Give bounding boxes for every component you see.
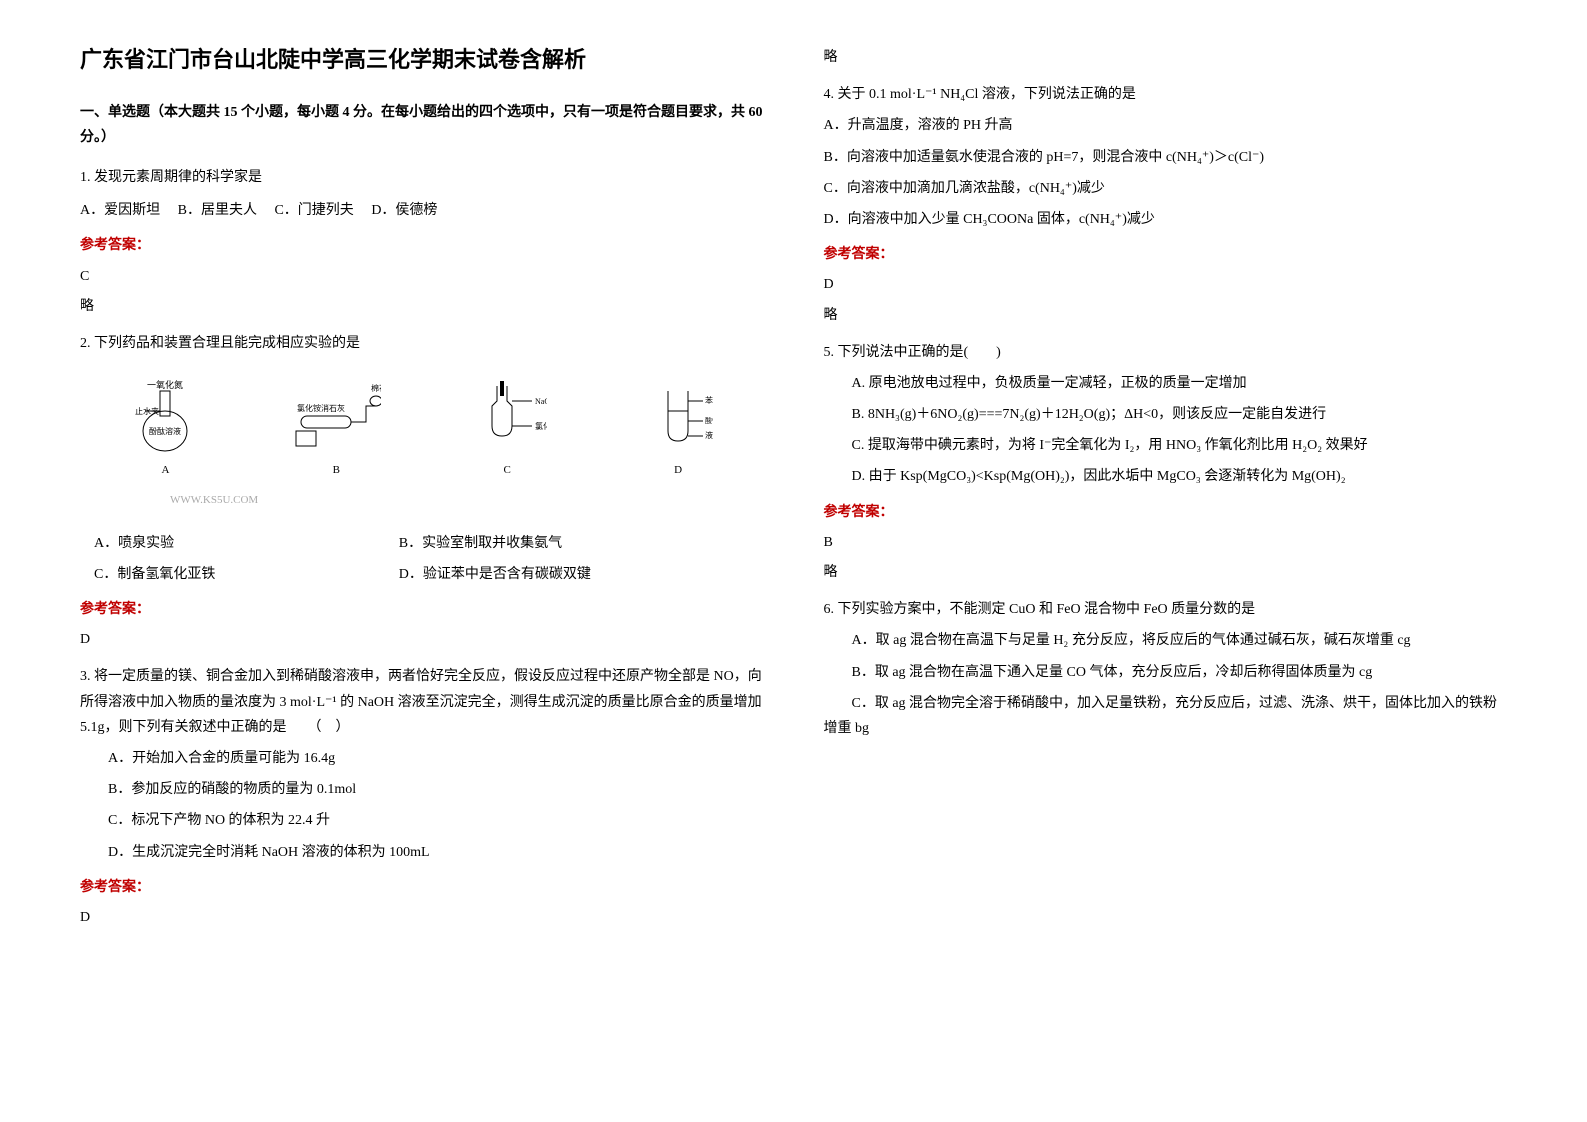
q2-options: A．喷泉实验 B．实验室制取并收集氨气 C．制备氢氧化亚铁 D．验证苯中是否含有… — [94, 531, 764, 587]
diagram-label-C: C — [432, 461, 583, 481]
question-3: 3. 将一定质量的镁、铜合金加入到稀硝酸溶液申，两者恰好完全反应，假设反应过程中… — [80, 664, 764, 930]
q5-optC: C. 提取海带中碘元素时，为将 I⁻完全氧化为 I₂，用 HNO₃ 作氧化剂比用… — [824, 433, 1508, 458]
q1-optD: D．侯德榜 — [371, 203, 437, 218]
q4-optA: A．升高温度，溶液的 PH 升高 — [824, 113, 1508, 138]
flask-icon: 一氧化氮 止水夹 酚酞溶液 — [130, 376, 200, 456]
testtube-icon: 苯 酸性高锰酸钾溶液 液水 — [643, 376, 713, 456]
svg-text:氯化亚铁溶液: 氯化亚铁溶液 — [535, 421, 547, 431]
q1-note: 略 — [80, 294, 764, 319]
q6-stem: 6. 下列实验方案中，不能测定 CuO 和 FeO 混合物中 FeO 质量分数的… — [824, 597, 1508, 622]
right-column: 略 4. 关于 0.1 mol·L⁻¹ NH₄Cl 溶液，下列说法正确的是 A．… — [824, 40, 1508, 942]
tube-icon: 氯化铵消石灰 棉花 — [291, 376, 381, 456]
question-6: 6. 下列实验方案中，不能测定 CuO 和 FeO 混合物中 FeO 质量分数的… — [824, 597, 1508, 741]
diagram-A: 一氧化氮 止水夹 酚酞溶液 A — [90, 376, 241, 481]
dropper-icon: NaOH溶液 氯化亚铁溶液 — [467, 376, 547, 456]
q1-answer-label: 参考答案： — [80, 233, 764, 258]
q6-optC: C．取 ag 混合物完全溶于稀硝酸中，加入足量铁粉，充分反应后，过滤、洗涤、烘干… — [824, 691, 1508, 741]
q6-optB: B．取 ag 混合物在高温下通入足量 CO 气体，充分反应后，冷却后称得固体质量… — [824, 660, 1508, 685]
question-5: 5. 下列说法中正确的是( ) A. 原电池放电过程中，负极质量一定减轻，正极的… — [824, 340, 1508, 586]
q4-optC: C．向溶液中加滴加几滴浓盐酸，c(NH₄⁺)减少 — [824, 176, 1508, 201]
q6-optA: A．取 ag 混合物在高温下与足量 H₂ 充分反应，将反应后的气体通过碱石灰，碱… — [824, 628, 1508, 653]
page-title: 广东省江门市台山北陡中学高三化学期末试卷含解析 — [80, 40, 764, 80]
svg-text:一氧化氮: 一氧化氮 — [147, 379, 183, 390]
q5-optA: A. 原电池放电过程中，负极质量一定减轻，正极的质量一定增加 — [824, 371, 1508, 396]
q5-optD: D. 由于 Ksp(MgCO₃)<Ksp(Mg(OH)₂)，因此水垢中 MgCO… — [824, 464, 1508, 489]
diagram-C: NaOH溶液 氯化亚铁溶液 C — [432, 376, 583, 481]
section-header: 一、单选题（本大题共 15 个小题，每小题 4 分。在每小题给出的四个选项中，只… — [80, 100, 764, 150]
q2-answer: D — [80, 627, 764, 652]
q2-optC: C．制备氢氧化亚铁 — [94, 562, 395, 587]
q3-answer: D — [80, 905, 764, 930]
diagram-label-D: D — [603, 461, 754, 481]
q2-optD: D．验证苯中是否含有碳碳双键 — [399, 567, 591, 582]
q4-note: 略 — [824, 303, 1508, 328]
svg-text:氯化铵消石灰: 氯化铵消石灰 — [297, 403, 345, 413]
svg-text:止水夹: 止水夹 — [135, 406, 159, 416]
q1-optC: C．门捷列夫 — [274, 203, 353, 218]
q1-options: A．爱因斯坦 B．居里夫人 C．门捷列夫 D．侯德榜 — [80, 198, 764, 223]
q5-answer: B — [824, 530, 1508, 555]
q3-answer-label: 参考答案： — [80, 875, 764, 900]
svg-text:酸性高锰酸钾溶液: 酸性高锰酸钾溶液 — [705, 416, 713, 425]
q4-stem: 4. 关于 0.1 mol·L⁻¹ NH₄Cl 溶液，下列说法正确的是 — [824, 82, 1508, 107]
q4-optD: D．向溶液中加入少量 CH₃COONa 固体，c(NH₄⁺)减少 — [824, 207, 1508, 232]
question-1: 1. 发现元素周期律的科学家是 A．爱因斯坦 B．居里夫人 C．门捷列夫 D．侯… — [80, 165, 764, 319]
q4-optB: B．向溶液中加适量氨水使混合液的 pH=7，则混合液中 c(NH₄⁺)＞c(Cl… — [824, 145, 1508, 170]
q1-optB: B．居里夫人 — [178, 203, 257, 218]
q3-optD: D．生成沉淀完全时消耗 NaOH 溶液的体积为 100mL — [80, 840, 764, 865]
q5-answer-label: 参考答案： — [824, 500, 1508, 525]
q3-optA: A．开始加入合金的质量可能为 16.4g — [80, 746, 764, 771]
q3-optC: C．标况下产物 NO 的体积为 22.4 升 — [80, 808, 764, 833]
diagram-label-B: B — [261, 461, 412, 481]
q1-answer: C — [80, 264, 764, 289]
svg-text:棉花: 棉花 — [371, 383, 381, 393]
svg-text:酚酞溶液: 酚酞溶液 — [149, 426, 181, 436]
watermark: WWW.KS5U.COM — [170, 491, 754, 511]
left-column: 广东省江门市台山北陡中学高三化学期末试卷含解析 一、单选题（本大题共 15 个小… — [80, 40, 764, 942]
q5-optB: B. 8NH₃(g)＋6NO₂(g)===7N₂(g)＋12H₂O(g)；ΔH<… — [824, 402, 1508, 427]
question-4: 4. 关于 0.1 mol·L⁻¹ NH₄Cl 溶液，下列说法正确的是 A．升高… — [824, 82, 1508, 328]
diagram-D: 苯 酸性高锰酸钾溶液 液水 D — [603, 376, 754, 481]
q4-answer-label: 参考答案： — [824, 242, 1508, 267]
q2-optB: B．实验室制取并收集氨气 — [399, 536, 562, 551]
q3-note: 略 — [824, 45, 1508, 70]
q2-optA: A．喷泉实验 — [94, 531, 395, 556]
q4-answer: D — [824, 272, 1508, 297]
q1-optA: A．爱因斯坦 — [80, 203, 160, 218]
q2-stem: 2. 下列药品和装置合理且能完成相应实验的是 — [80, 331, 764, 356]
svg-text:液水: 液水 — [705, 430, 713, 440]
q3-optB: B．参加反应的硝酸的物质的量为 0.1mol — [80, 777, 764, 802]
q5-stem: 5. 下列说法中正确的是( ) — [824, 340, 1508, 365]
svg-text:苯: 苯 — [705, 395, 713, 405]
diagram-label-A: A — [90, 461, 241, 481]
question-2: 2. 下列药品和装置合理且能完成相应实验的是 一氧化氮 止水夹 酚酞溶液 A — [80, 331, 764, 653]
q5-note: 略 — [824, 560, 1508, 585]
q1-stem: 1. 发现元素周期律的科学家是 — [80, 165, 764, 190]
diagram-B: 氯化铵消石灰 棉花 B — [261, 376, 412, 481]
q3-stem: 3. 将一定质量的镁、铜合金加入到稀硝酸溶液申，两者恰好完全反应，假设反应过程中… — [80, 664, 764, 740]
q2-diagram: 一氧化氮 止水夹 酚酞溶液 A 氯化铵消石灰 棉花 B — [80, 366, 764, 521]
q2-answer-label: 参考答案： — [80, 597, 764, 622]
svg-text:NaOH溶液: NaOH溶液 — [535, 396, 547, 406]
